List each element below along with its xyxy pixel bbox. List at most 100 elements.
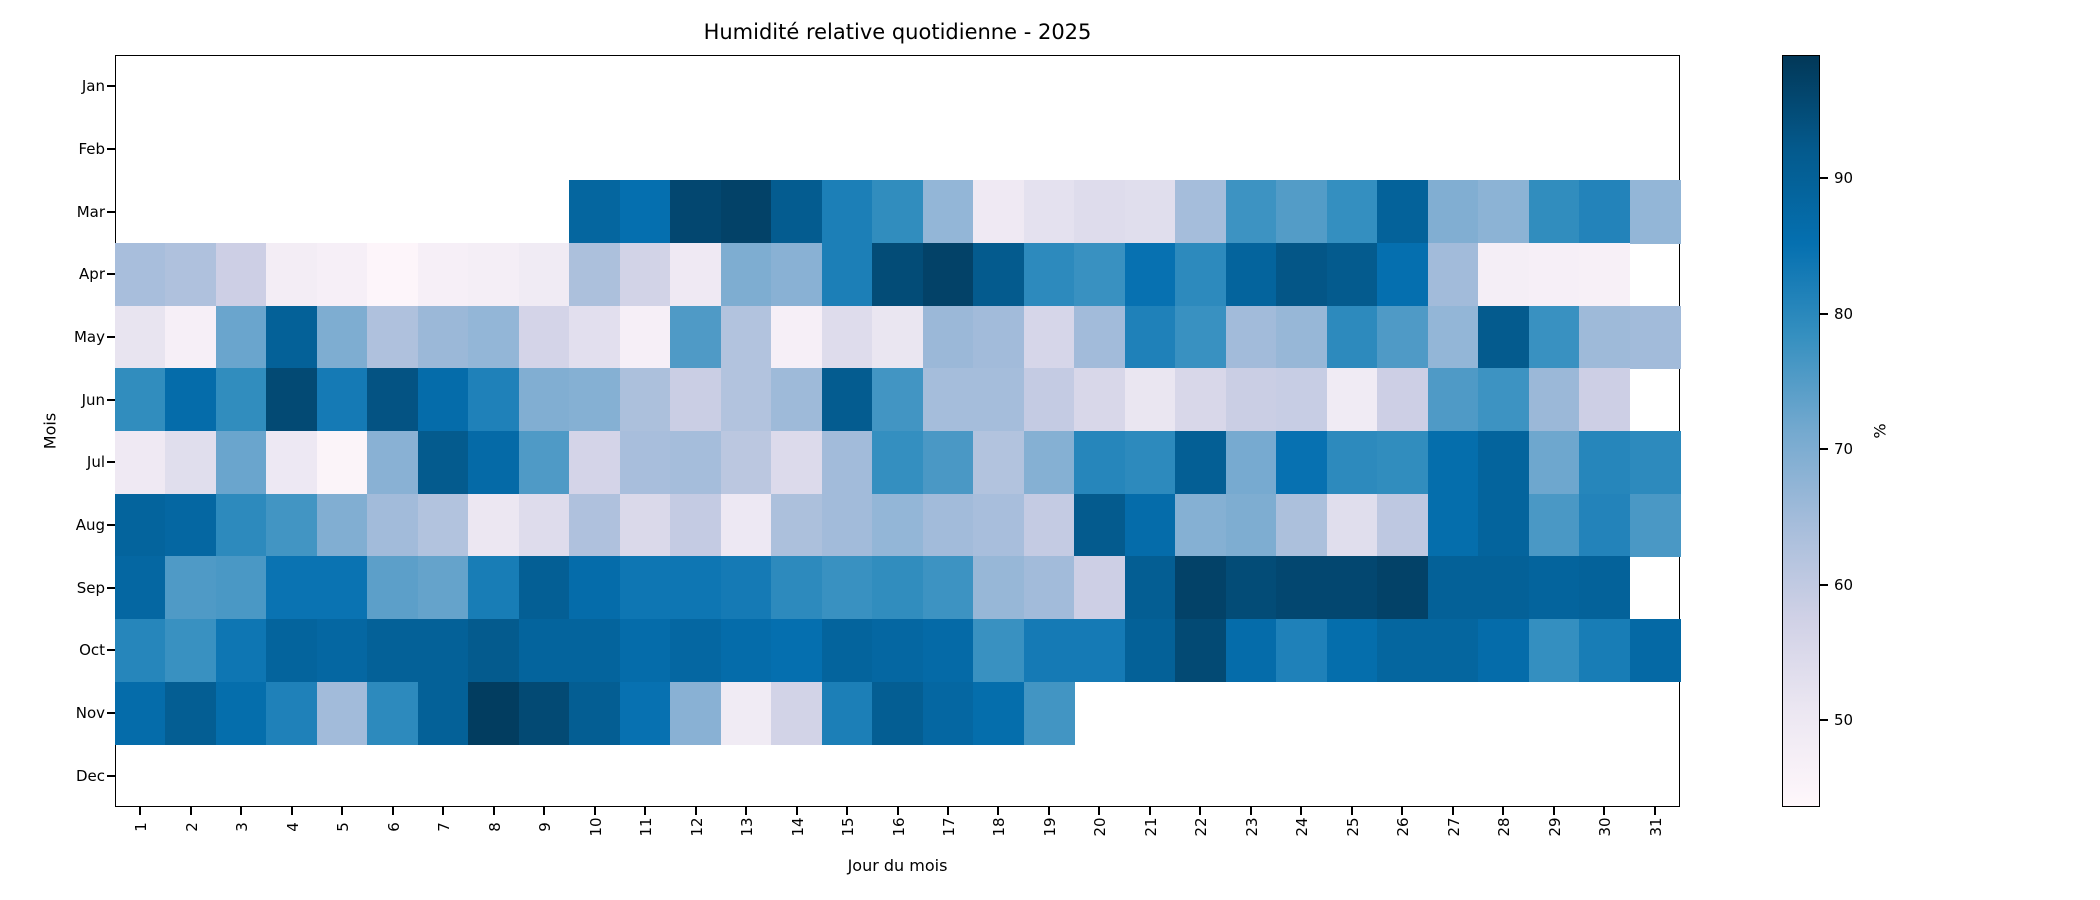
heatmap-cell (1528, 431, 1580, 495)
heatmap-cell (872, 180, 924, 244)
heatmap-cell (1528, 180, 1580, 244)
heatmap-cell (771, 493, 823, 557)
heatmap-cell (1326, 243, 1378, 307)
heatmap-cell (569, 681, 621, 745)
x-tick-mark (1300, 807, 1303, 815)
heatmap-cell (720, 305, 772, 369)
heatmap-cell (468, 368, 520, 432)
heatmap-cell (1377, 368, 1429, 432)
heatmap-cell (1377, 493, 1429, 557)
heatmap-cell (1023, 368, 1075, 432)
x-tick-mark (1199, 807, 1202, 815)
x-tick-label: 5 (334, 822, 353, 832)
x-tick-mark (644, 807, 647, 815)
y-tick-mark (107, 586, 115, 589)
x-tick-mark (391, 807, 394, 815)
y-tick-label: Mar (76, 202, 105, 221)
heatmap-cell (872, 681, 924, 745)
heatmap-cell (771, 556, 823, 620)
x-tick-label: 30 (1596, 817, 1615, 837)
chart-title: Humidité relative quotidienne - 2025 (703, 20, 1092, 44)
heatmap-cell (1629, 180, 1681, 244)
heatmap-cell (821, 368, 873, 432)
heatmap-cell (720, 368, 772, 432)
heatmap-cell (518, 368, 570, 432)
heatmap-cell (417, 243, 469, 307)
heatmap-cell (417, 431, 469, 495)
y-tick-label: Feb (78, 140, 105, 158)
x-tick-mark (593, 807, 596, 815)
heatmap-cell (266, 431, 318, 495)
heatmap-cell (1276, 305, 1328, 369)
heatmap-cell (1528, 243, 1580, 307)
x-tick-label: 24 (1293, 817, 1312, 837)
x-tick-label: 27 (1444, 817, 1463, 837)
heatmap-cell (1023, 619, 1075, 683)
heatmap-cell (619, 431, 671, 495)
heatmap-cell (1579, 368, 1631, 432)
heatmap-cell (316, 368, 368, 432)
heatmap-cell (973, 681, 1025, 745)
heatmap-cell (569, 431, 621, 495)
heatmap-cell (316, 681, 368, 745)
heatmap-cell (115, 305, 167, 369)
heatmap-cell (1478, 493, 1530, 557)
heatmap-cell (1478, 305, 1530, 369)
heatmap-cell (115, 431, 167, 495)
heatmap-cell (1124, 368, 1176, 432)
heatmap-cell (973, 619, 1025, 683)
heatmap-cell (922, 619, 974, 683)
heatmap-cell (518, 556, 570, 620)
heatmap-cell (1074, 431, 1126, 495)
colorbar-tick-label: 80 (1834, 304, 1854, 323)
x-tick-label: 2 (182, 822, 201, 832)
heatmap-cell (1175, 431, 1227, 495)
x-tick-label: 4 (283, 822, 302, 832)
heatmap-cell (266, 493, 318, 557)
y-tick-mark (107, 461, 115, 464)
heatmap-cell (872, 619, 924, 683)
heatmap-cell (165, 305, 217, 369)
heatmap-cell (165, 243, 217, 307)
heatmap-cell (619, 556, 671, 620)
heatmap-cell (619, 368, 671, 432)
heatmap-cell (165, 368, 217, 432)
y-tick-mark (107, 210, 115, 213)
heatmap-cell (1629, 619, 1681, 683)
heatmap-cell (1377, 619, 1429, 683)
heatmap-cell (670, 305, 722, 369)
heatmap-cell (518, 431, 570, 495)
heatmap-cell (821, 431, 873, 495)
heatmap-cell (619, 305, 671, 369)
heatmap-cell (569, 368, 621, 432)
heatmap-cell (1225, 368, 1277, 432)
heatmap-cell (973, 243, 1025, 307)
heatmap-cell (417, 681, 469, 745)
heatmap-cell (922, 305, 974, 369)
heatmap-cell (1326, 431, 1378, 495)
heatmap-cell (316, 493, 368, 557)
heatmap-cell (1074, 180, 1126, 244)
heatmap-cell (367, 681, 419, 745)
y-tick-mark (107, 148, 115, 150)
heatmap-cell (1377, 431, 1429, 495)
heatmap-cell (1225, 556, 1277, 620)
colorbar-tick-label: 50 (1834, 711, 1854, 730)
heatmap-cell (670, 180, 722, 244)
heatmap-cell (115, 368, 167, 432)
x-tick-mark (1552, 807, 1555, 815)
heatmap-cell (417, 368, 469, 432)
heatmap-cell (266, 368, 318, 432)
heatmap-cell (266, 619, 318, 683)
x-tick-mark (341, 807, 344, 815)
heatmap-cell (417, 305, 469, 369)
heatmap-cell (1124, 431, 1176, 495)
x-tick-mark (946, 807, 949, 815)
heatmap-cell (1478, 619, 1530, 683)
y-tick-label: Dec (75, 766, 105, 785)
heatmap-cell (518, 305, 570, 369)
heatmap-cell (468, 556, 520, 620)
heatmap-cell (1276, 556, 1328, 620)
x-tick-label: 20 (1091, 817, 1110, 837)
